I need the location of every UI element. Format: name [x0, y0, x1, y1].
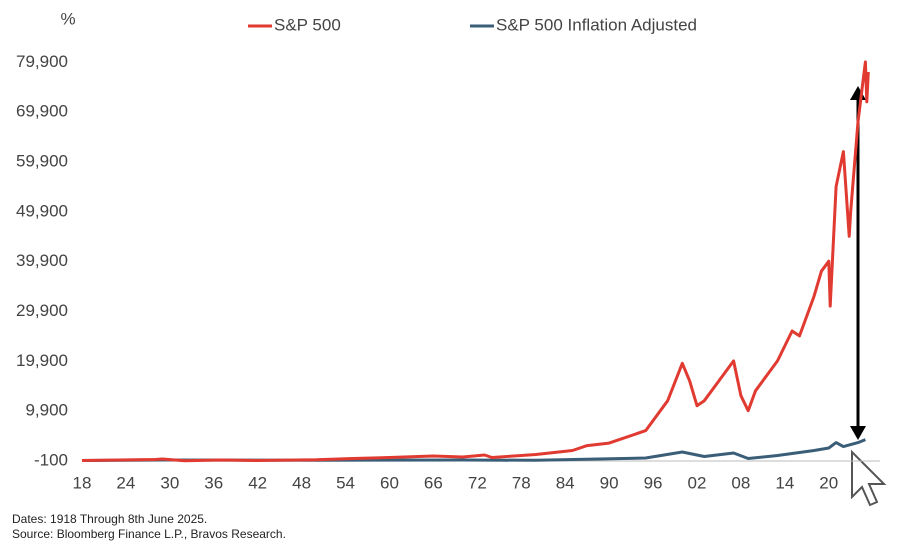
y-axis-label: % [60, 9, 75, 28]
x-tick-label: 30 [160, 473, 179, 492]
y-tick-label: 39,900 [16, 251, 68, 270]
x-tick-label: 18 [73, 473, 92, 492]
y-tick-label: 19,900 [16, 351, 68, 370]
x-tick-label: 20 [819, 473, 838, 492]
y-tick-label: 79,900 [16, 52, 68, 71]
x-tick-label: 24 [116, 473, 135, 492]
y-tick-label: 59,900 [16, 152, 68, 171]
x-tick-label: 78 [512, 473, 531, 492]
x-tick-label: 72 [468, 473, 487, 492]
x-tick-label: 60 [380, 473, 399, 492]
x-tick-label: 14 [775, 473, 794, 492]
y-tick-label: -100 [34, 450, 68, 469]
y-tick-label: 29,900 [16, 301, 68, 320]
x-tick-label: 42 [248, 473, 267, 492]
x-tick-label: 96 [644, 473, 663, 492]
source: Source: Bloomberg Finance L.P., Bravos R… [12, 527, 286, 541]
x-tick-label: 84 [556, 473, 575, 492]
x-tick-label: 90 [600, 473, 619, 492]
x-tick-label: 66 [424, 473, 443, 492]
x-tick-label: 08 [731, 473, 750, 492]
x-tick-label: 02 [688, 473, 707, 492]
legend-label: S&P 500 [274, 15, 341, 34]
cursor-icon [851, 449, 887, 507]
x-tick-label: 36 [204, 473, 223, 492]
series-line [81, 60, 870, 463]
series-line [81, 438, 866, 462]
y-tick-label: 69,900 [16, 102, 68, 121]
x-tick-label: 54 [336, 473, 355, 492]
x-tick-label: 48 [292, 473, 311, 492]
legend-label: S&P 500 Inflation Adjusted [496, 15, 697, 34]
note: Dates: 1918 Through 8th June 2025. [12, 512, 207, 526]
y-tick-label: 9,900 [25, 401, 68, 420]
y-tick-label: 49,900 [16, 201, 68, 220]
